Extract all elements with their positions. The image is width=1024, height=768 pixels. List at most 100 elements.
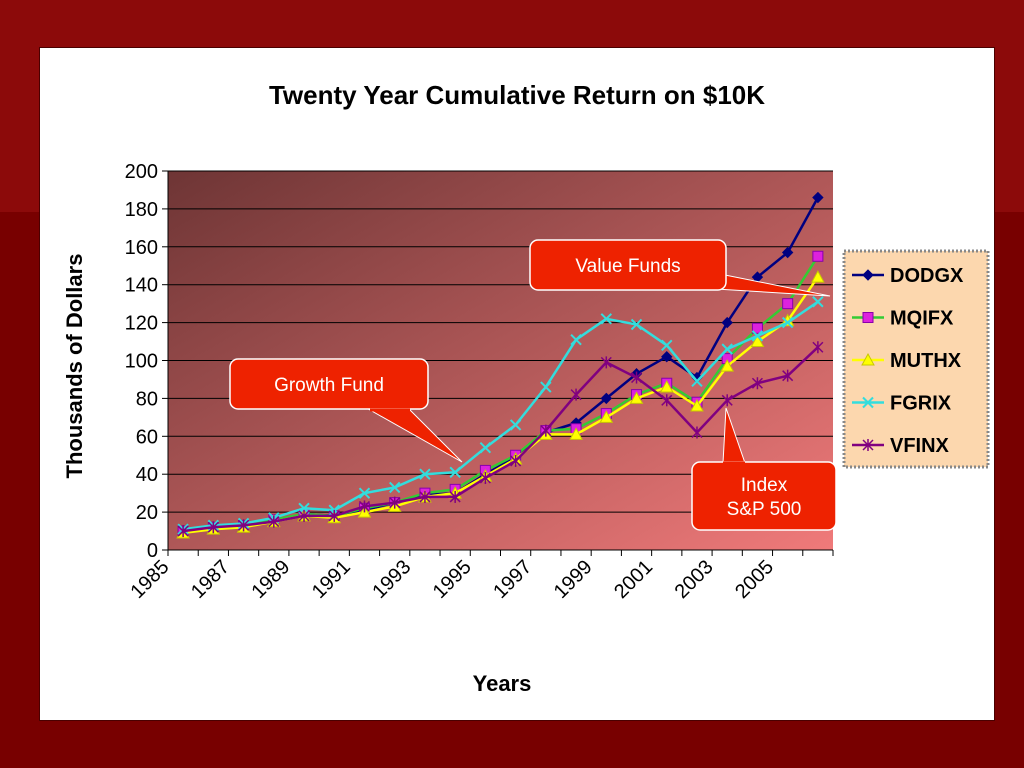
y-tick-label: 100 xyxy=(125,351,158,373)
data-point xyxy=(691,375,703,388)
legend-entry-vfinx: VFINX xyxy=(852,435,950,457)
data-point xyxy=(540,424,552,437)
y-tick-label: 160 xyxy=(125,237,158,259)
chart-card: Twenty Year Cumulative Return on $10K 0 2… xyxy=(39,47,995,721)
legend: DODGX MQIFX MUTHX FGRIX VFINX xyxy=(842,249,990,469)
series-fgrix xyxy=(177,296,824,535)
legend-entry-fgrix: FGRIX xyxy=(852,393,952,415)
legend-marker xyxy=(861,352,875,366)
y-tick-label: 140 xyxy=(125,275,158,297)
data-point xyxy=(721,343,733,355)
series-vfinx xyxy=(177,341,824,538)
callout-index-sp500: Index S&P 500 xyxy=(691,407,837,531)
legend-label: MUTHX xyxy=(890,350,962,372)
callout-box xyxy=(691,461,837,531)
callout-value-funds: Value Funds xyxy=(529,239,831,297)
data-point xyxy=(298,509,310,522)
data-point xyxy=(268,515,280,528)
data-point xyxy=(629,391,644,404)
y-tick-label: 40 xyxy=(136,464,158,486)
legend-label: FGRIX xyxy=(890,393,952,415)
chart-title: Twenty Year Cumulative Return on $10K xyxy=(269,80,765,110)
x-tick-label: 1999 xyxy=(550,556,597,603)
data-point xyxy=(781,246,794,259)
y-axis-label: Thousands of Dollars xyxy=(62,254,87,479)
data-point xyxy=(690,398,704,412)
data-point xyxy=(449,466,461,479)
data-point xyxy=(630,371,643,384)
data-point xyxy=(812,250,824,262)
data-point xyxy=(570,333,582,346)
legend-entry-dodgx: DODGX xyxy=(852,265,964,287)
legend-label: VFINX xyxy=(890,435,950,457)
data-point xyxy=(479,441,492,454)
series-line xyxy=(182,346,819,533)
data-point xyxy=(782,369,794,382)
data-point xyxy=(328,509,340,522)
y-tick-label: 180 xyxy=(125,199,158,221)
data-point xyxy=(570,388,582,401)
y-tick-label: 0 xyxy=(147,540,158,562)
data-point xyxy=(812,341,824,354)
legend-marker xyxy=(862,396,874,409)
x-tick-label: 1987 xyxy=(187,556,234,603)
x-tick-label: 1991 xyxy=(308,556,355,603)
series-line xyxy=(182,255,819,533)
data-point xyxy=(751,330,764,342)
data-point xyxy=(177,525,189,538)
y-tick-label: 120 xyxy=(125,313,158,335)
data-point xyxy=(720,359,735,372)
data-point xyxy=(781,316,794,329)
y-tick-label: 80 xyxy=(136,388,158,410)
legend-marker xyxy=(862,439,874,451)
data-point xyxy=(389,496,401,509)
data-point xyxy=(659,379,674,393)
data-point xyxy=(721,316,733,329)
callout-box xyxy=(529,239,727,291)
x-tick-label: 1985 xyxy=(127,556,174,603)
callout-growth-fund: Growth Fund xyxy=(229,358,463,463)
data-point xyxy=(358,500,371,513)
data-point xyxy=(388,481,401,494)
data-point xyxy=(751,322,763,334)
data-point xyxy=(238,519,250,532)
x-tick-label: 2001 xyxy=(610,556,657,603)
data-point xyxy=(510,454,522,467)
data-point xyxy=(751,377,763,390)
legend-marker xyxy=(862,269,874,281)
x-tick-label: 1989 xyxy=(247,556,294,603)
callout-text: Index xyxy=(741,475,788,496)
data-point xyxy=(812,191,824,204)
data-point xyxy=(600,392,613,405)
data-point xyxy=(811,270,825,283)
data-point xyxy=(419,468,431,480)
legend-entry-muthx: MUTHX xyxy=(852,350,962,372)
legend-entry-mqifx: MQIFX xyxy=(852,308,954,330)
chart: Twenty Year Cumulative Return on $10K 0 2… xyxy=(62,80,990,696)
data-point xyxy=(600,356,612,369)
callouts: Value Funds Growth Fund Index S&P 500 xyxy=(229,239,837,531)
data-point xyxy=(661,394,673,407)
callout-text: Value Funds xyxy=(575,256,680,277)
data-point xyxy=(540,381,552,393)
data-point xyxy=(600,313,613,325)
series-line xyxy=(182,300,819,531)
x-axis-label: Years xyxy=(473,671,532,696)
data-point xyxy=(569,427,583,440)
y-tick-label: 20 xyxy=(136,502,158,524)
data-point xyxy=(721,394,733,407)
x-tick-label: 2005 xyxy=(731,556,778,603)
data-point xyxy=(750,334,765,348)
data-point xyxy=(661,339,673,352)
y-tick-label: 200 xyxy=(125,161,158,183)
data-point xyxy=(419,490,431,503)
data-point xyxy=(479,471,491,484)
data-point xyxy=(661,351,673,363)
callout-text: Growth Fund xyxy=(274,375,384,396)
data-point xyxy=(782,298,794,310)
callout-text: S&P 500 xyxy=(727,499,802,520)
data-point xyxy=(691,426,703,439)
x-tick-label: 1993 xyxy=(368,556,415,603)
data-point xyxy=(449,490,461,503)
x-tick-label: 2003 xyxy=(671,556,718,603)
